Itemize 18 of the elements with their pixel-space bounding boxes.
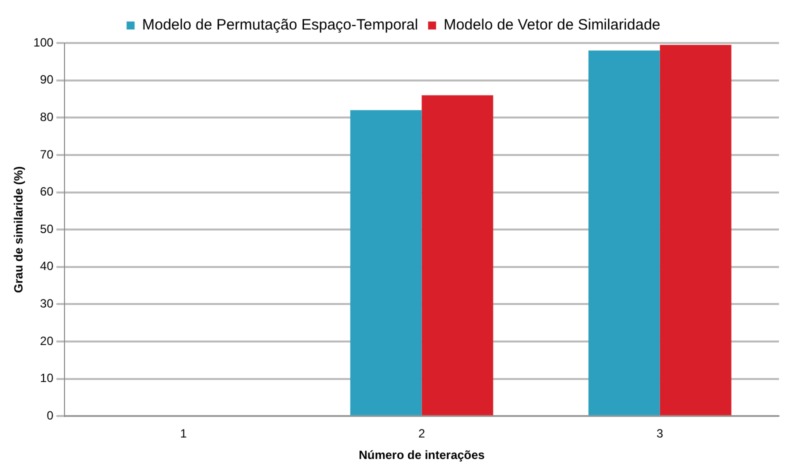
y-tick-label: 50 <box>40 222 54 236</box>
y-tick-label: 90 <box>40 72 54 87</box>
y-axis-title: Grau de similaride (%) <box>12 166 26 293</box>
y-tick-label: 40 <box>40 259 54 274</box>
y-tick-label: 10 <box>40 371 54 386</box>
legend-label: Modelo de Permutação Espaço-Temporal <box>142 16 418 34</box>
x-axis-title: Número de interações <box>358 448 486 462</box>
y-tick-label: 0 <box>46 408 54 423</box>
y-tick-label: 80 <box>40 110 54 124</box>
y-tick-label: 60 <box>40 184 54 199</box>
x-tick-label: 3 <box>656 426 664 441</box>
y-tick-label: 20 <box>40 334 54 348</box>
y-tick-label: 30 <box>40 296 54 311</box>
y-tick-label: 100 <box>33 35 54 50</box>
y-tick-label: 70 <box>40 147 54 162</box>
x-tick-label: 2 <box>418 426 426 441</box>
legend-label: Modelo de Vetor de Similaridade <box>444 16 660 34</box>
x-tick-label: 1 <box>180 426 188 441</box>
